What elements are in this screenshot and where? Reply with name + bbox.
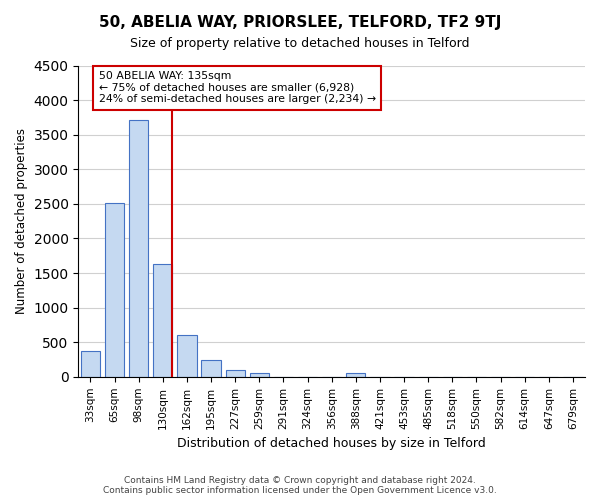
Bar [105, 203, 124, 377]
Bar [178, 336, 197, 377]
Bar [250, 373, 269, 377]
Bar [202, 360, 221, 377]
X-axis label: Distribution of detached houses by size in Telford: Distribution of detached houses by size … [178, 437, 486, 450]
Bar [129, 120, 148, 377]
Bar [346, 373, 365, 377]
Bar [81, 350, 100, 377]
Bar [153, 264, 172, 377]
Y-axis label: Number of detached properties: Number of detached properties [15, 128, 28, 314]
Bar [226, 370, 245, 377]
Text: Contains HM Land Registry data © Crown copyright and database right 2024.
Contai: Contains HM Land Registry data © Crown c… [103, 476, 497, 495]
Text: 50 ABELIA WAY: 135sqm
← 75% of detached houses are smaller (6,928)
24% of semi-d: 50 ABELIA WAY: 135sqm ← 75% of detached … [99, 71, 376, 104]
Text: 50, ABELIA WAY, PRIORSLEE, TELFORD, TF2 9TJ: 50, ABELIA WAY, PRIORSLEE, TELFORD, TF2 … [99, 15, 501, 30]
Text: Size of property relative to detached houses in Telford: Size of property relative to detached ho… [130, 38, 470, 51]
